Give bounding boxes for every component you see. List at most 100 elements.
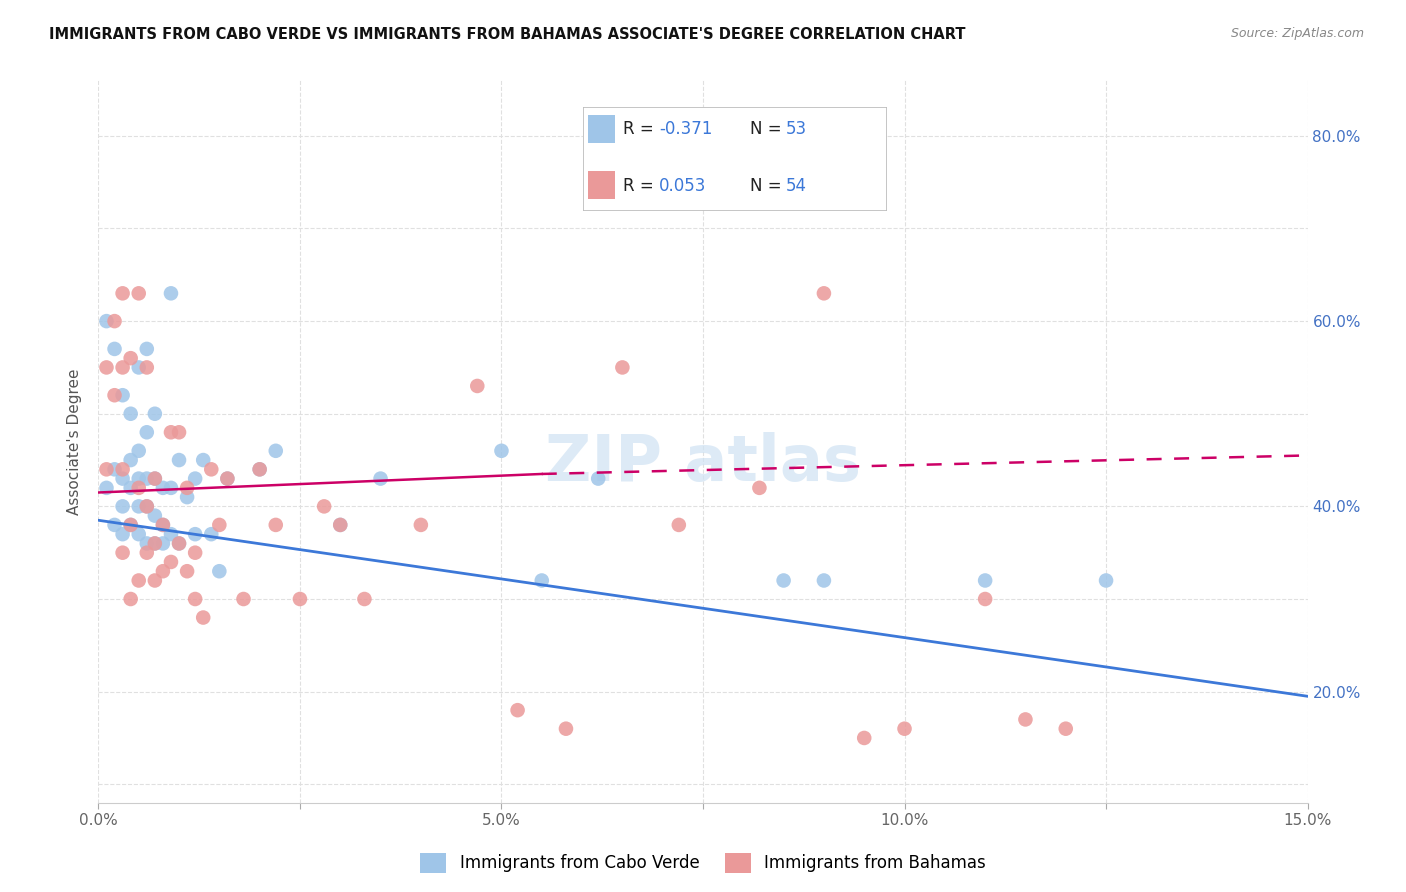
Point (176, 481, 198, 495)
Point (103, 314, 125, 328)
Point (120, 351, 142, 366)
Point (111, 360, 134, 375)
Point (506, 703, 529, 717)
Text: Source: ZipAtlas.com: Source: ZipAtlas.com (1230, 27, 1364, 40)
Point (160, 555, 183, 569)
Point (184, 472, 207, 486)
Point (135, 500, 157, 514)
Point (748, 481, 770, 495)
Point (160, 527, 183, 541)
Point (586, 472, 609, 486)
Point (152, 536, 174, 550)
Point (249, 462, 271, 476)
Point (96, 462, 118, 476)
Point (167, 453, 190, 467)
Point (217, 472, 239, 486)
Point (353, 592, 375, 607)
Text: R =: R = (623, 120, 659, 138)
Point (193, 610, 215, 624)
Point (465, 379, 488, 393)
Point (530, 574, 553, 588)
Point (200, 462, 222, 476)
Point (111, 500, 134, 514)
Point (111, 527, 134, 541)
Point (152, 564, 174, 578)
Point (1054, 722, 1077, 736)
Point (120, 517, 142, 532)
Point (200, 527, 222, 541)
Point (893, 722, 915, 736)
Point (135, 500, 157, 514)
Point (176, 490, 198, 504)
Point (249, 462, 271, 476)
Point (329, 517, 352, 532)
Point (193, 453, 215, 467)
Point (264, 517, 287, 532)
Point (1014, 713, 1036, 727)
Point (135, 546, 157, 560)
Legend: Immigrants from Cabo Verde, Immigrants from Bahamas: Immigrants from Cabo Verde, Immigrants f… (413, 847, 993, 880)
Point (813, 574, 835, 588)
FancyBboxPatch shape (588, 171, 616, 199)
Point (184, 527, 207, 541)
Point (176, 564, 198, 578)
Point (160, 425, 183, 440)
Point (111, 546, 134, 560)
Point (135, 425, 157, 440)
Text: 54: 54 (786, 177, 807, 194)
Text: R =: R = (623, 177, 659, 194)
Point (152, 481, 174, 495)
Point (555, 722, 578, 736)
Y-axis label: Associate's Degree: Associate's Degree (67, 368, 83, 515)
Point (111, 388, 134, 402)
Point (143, 536, 166, 550)
Point (103, 462, 125, 476)
Point (111, 286, 134, 301)
Point (184, 592, 207, 607)
Point (152, 517, 174, 532)
Point (103, 342, 125, 356)
Point (160, 286, 183, 301)
Point (288, 592, 311, 607)
Point (160, 481, 183, 495)
Point (409, 517, 432, 532)
Text: ZIP atlas: ZIP atlas (546, 433, 860, 494)
Point (853, 731, 876, 745)
Point (167, 536, 190, 550)
Point (167, 425, 190, 440)
Text: 53: 53 (786, 120, 807, 138)
Point (135, 342, 157, 356)
Point (103, 388, 125, 402)
Point (668, 517, 690, 532)
Point (208, 564, 231, 578)
Point (120, 517, 142, 532)
Point (974, 574, 997, 588)
Point (143, 574, 166, 588)
Point (128, 443, 150, 458)
Point (120, 592, 142, 607)
Point (128, 574, 150, 588)
Text: 0.053: 0.053 (659, 177, 706, 194)
Point (208, 517, 231, 532)
Point (143, 407, 166, 421)
Point (128, 500, 150, 514)
Point (128, 527, 150, 541)
Point (167, 536, 190, 550)
Point (152, 517, 174, 532)
Text: -0.371: -0.371 (659, 120, 713, 138)
Point (184, 546, 207, 560)
Point (120, 453, 142, 467)
Point (111, 472, 134, 486)
Text: IMMIGRANTS FROM CABO VERDE VS IMMIGRANTS FROM BAHAMAS ASSOCIATE'S DEGREE CORRELA: IMMIGRANTS FROM CABO VERDE VS IMMIGRANTS… (49, 27, 966, 42)
Point (813, 286, 835, 301)
Point (143, 472, 166, 486)
Point (128, 360, 150, 375)
Point (974, 592, 997, 607)
FancyBboxPatch shape (588, 115, 616, 143)
Point (96, 360, 118, 375)
Point (1095, 574, 1118, 588)
Point (96, 481, 118, 495)
Point (128, 472, 150, 486)
Point (120, 407, 142, 421)
Point (111, 462, 134, 476)
